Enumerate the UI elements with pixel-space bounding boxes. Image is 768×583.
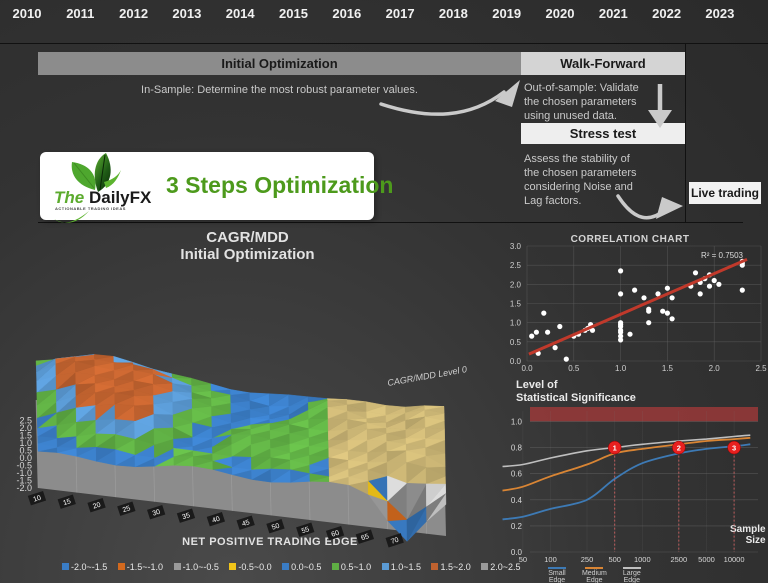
svg-text:10000: 10000 [724, 555, 745, 564]
svg-text:2: 2 [677, 444, 681, 453]
svg-text:1: 1 [613, 444, 617, 453]
svg-text:100: 100 [544, 555, 557, 564]
svg-text:1000: 1000 [634, 555, 651, 564]
svg-text:5000: 5000 [698, 555, 715, 564]
svg-text:0.4: 0.4 [511, 496, 523, 505]
svg-text:-2.0: -2.0 [16, 483, 32, 493]
svg-text:3: 3 [732, 444, 736, 453]
svg-text:2500: 2500 [670, 555, 687, 564]
svg-text:1.0: 1.0 [511, 417, 523, 426]
svg-text:0.8: 0.8 [511, 444, 523, 453]
svg-text:0.2: 0.2 [511, 522, 523, 531]
svg-text:0.6: 0.6 [511, 470, 523, 479]
svg-text:250: 250 [581, 555, 594, 564]
svg-text:500: 500 [608, 555, 621, 564]
svg-text:CAGR/MDD Level 0: CAGR/MDD Level 0 [387, 364, 468, 388]
